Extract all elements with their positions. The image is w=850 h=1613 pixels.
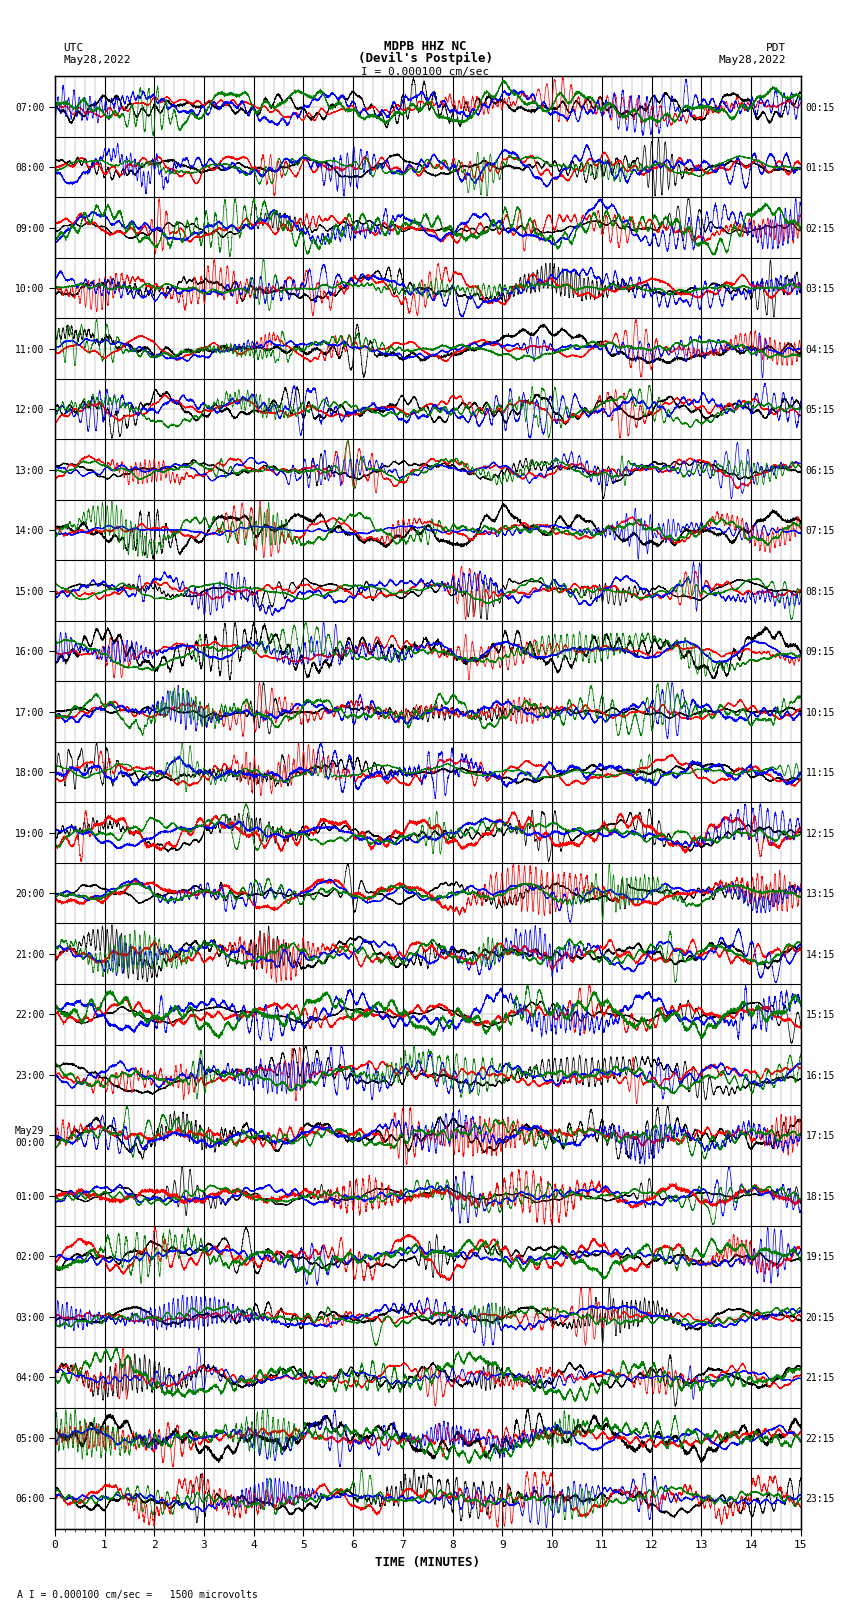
Text: MDPB HHZ NC: MDPB HHZ NC xyxy=(383,40,467,53)
Text: PDT: PDT xyxy=(766,44,786,53)
X-axis label: TIME (MINUTES): TIME (MINUTES) xyxy=(376,1557,480,1569)
Text: A I = 0.000100 cm/sec =   1500 microvolts: A I = 0.000100 cm/sec = 1500 microvolts xyxy=(17,1590,258,1600)
Text: May28,2022: May28,2022 xyxy=(719,55,786,65)
Text: (Devil's Postpile): (Devil's Postpile) xyxy=(358,52,492,65)
Text: May28,2022: May28,2022 xyxy=(64,55,131,65)
Text: I = 0.000100 cm/sec: I = 0.000100 cm/sec xyxy=(361,68,489,77)
Text: UTC: UTC xyxy=(64,44,84,53)
